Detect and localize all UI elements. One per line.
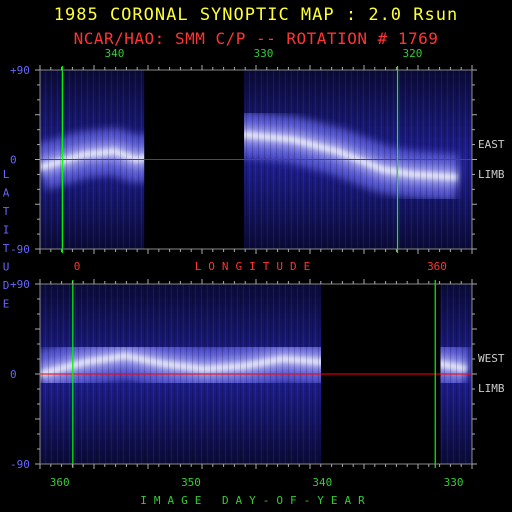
x-axis-label: IMAGE DAY-OF-YEAR xyxy=(140,494,372,507)
y-tick-label: +90 xyxy=(10,278,30,291)
west-limb-map: +90 0 -90 360 350 340 330 IMAGE DAY-OF-YEAR WEST… xyxy=(10,278,505,507)
x-tick-label: 360 xyxy=(427,260,447,273)
latitude-letter: E xyxy=(3,298,10,311)
y-tick-label: -90 xyxy=(10,243,30,256)
x-tick-label: 0 xyxy=(74,260,81,273)
limb-label: LIMB xyxy=(478,168,505,181)
latitude-letter: L xyxy=(3,168,10,181)
latitude-letter: I xyxy=(3,224,10,237)
latitude-letter: D xyxy=(3,279,10,292)
limb-label: LIMB xyxy=(478,382,505,395)
x-tick-label: 330 xyxy=(444,476,464,489)
chart-subtitle: NCAR/HAO: SMM C/P -- ROTATION # 1769 xyxy=(73,29,439,48)
east-limb-map: +90 0 -90 340 330 320 0 360 LONGITUDE EAST LIMB xyxy=(10,47,505,273)
latitude-letter: T xyxy=(3,242,10,255)
x-tick-label: 360 xyxy=(50,476,70,489)
y-tick-label: 0 xyxy=(10,154,17,167)
x-tick-label: 320 xyxy=(402,47,422,60)
latitude-letter: A xyxy=(3,187,10,200)
y-tick-label: +90 xyxy=(10,64,30,77)
limb-label: EAST xyxy=(478,138,505,151)
x-tick-label: 350 xyxy=(181,476,201,489)
y-tick-label: 0 xyxy=(10,368,17,381)
x-axis-label: LONGITUDE xyxy=(195,260,318,273)
x-tick-label: 330 xyxy=(254,47,274,60)
y-tick-label: -90 xyxy=(10,458,30,471)
latitude-letter: T xyxy=(3,205,10,218)
latitude-letter: U xyxy=(3,261,10,274)
chart-title: 1985 CORONAL SYNOPTIC MAP : 2.0 Rsun xyxy=(53,5,459,25)
x-tick-label: 340 xyxy=(312,476,332,489)
x-tick-label: 340 xyxy=(105,47,125,60)
limb-label: WEST xyxy=(478,352,505,365)
